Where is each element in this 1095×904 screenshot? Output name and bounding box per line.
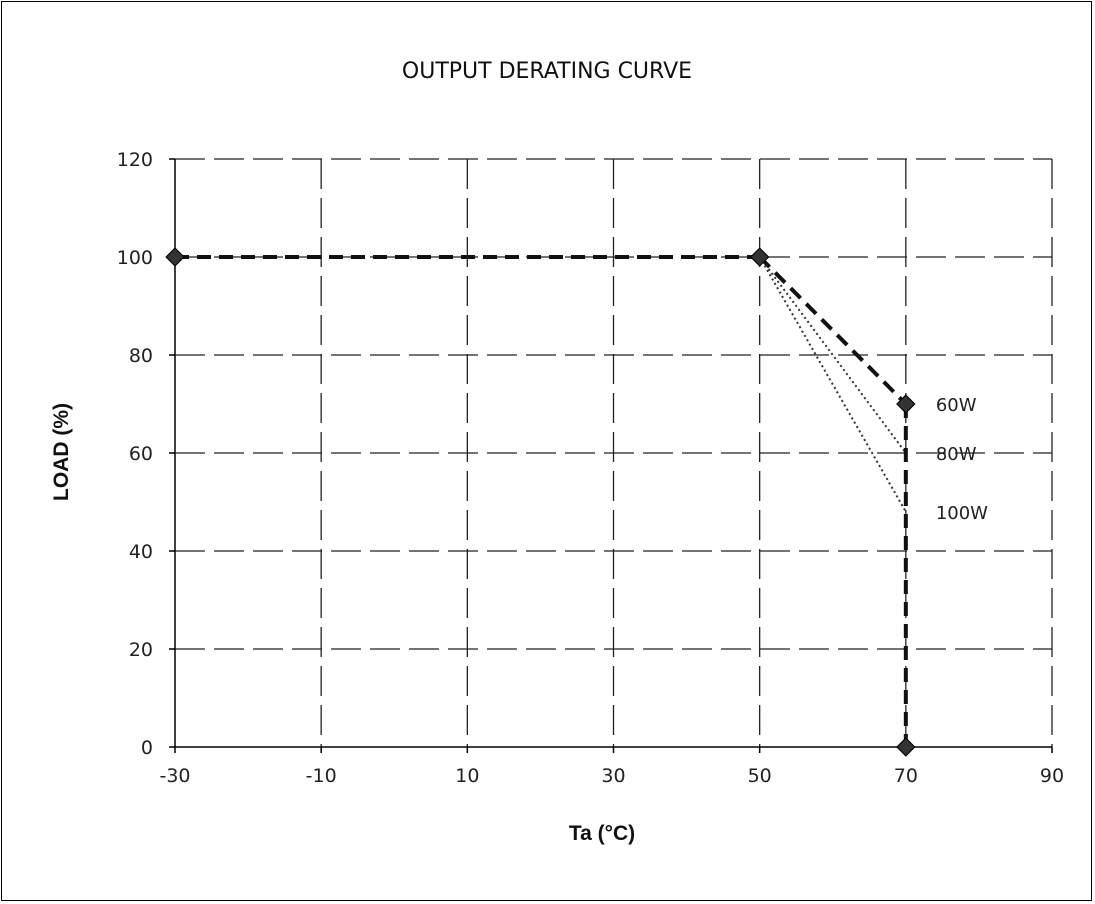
x-tick-label--10: -10 xyxy=(306,765,337,787)
x-tick-label-70: 70 xyxy=(894,765,918,787)
x-axis-title: Ta (°C) xyxy=(569,822,635,845)
marker-0 xyxy=(165,247,185,267)
x-tick-label-10: 10 xyxy=(455,765,479,787)
series-line-60w xyxy=(758,255,908,406)
chart-title: OUTPUT DERATING CURVE xyxy=(402,59,692,84)
y-tick-label-60: 60 xyxy=(129,443,153,465)
marker-1 xyxy=(749,247,770,267)
x-tick-label-90: 90 xyxy=(1040,765,1064,787)
y-tick-label-100: 100 xyxy=(117,247,153,269)
series-label-60w: 60W xyxy=(936,395,977,416)
y-axis-title: LOAD (%) xyxy=(50,403,73,501)
series-label-80w: 80W xyxy=(936,444,977,465)
series-line-100w xyxy=(758,256,907,513)
markers xyxy=(165,247,916,757)
y-tick-labels: 0 20 40 60 80 100 120 xyxy=(117,149,153,759)
y-tick-label-0: 0 xyxy=(141,737,153,759)
marker-2 xyxy=(896,394,916,414)
y-tick-label-80: 80 xyxy=(129,345,153,367)
y-tick-label-120: 120 xyxy=(117,149,153,171)
x-tick-label--30: -30 xyxy=(159,765,190,787)
series-lines xyxy=(175,255,908,747)
series-label-100w: 100W xyxy=(936,503,988,524)
grid xyxy=(175,158,1053,747)
x-tick-label-50: 50 xyxy=(748,765,772,787)
series-line-80w xyxy=(758,256,907,454)
x-tick-label-30: 30 xyxy=(601,765,625,787)
y-tick-label-40: 40 xyxy=(129,541,153,563)
y-tick-label-20: 20 xyxy=(129,639,153,661)
axes xyxy=(169,158,1053,753)
series-labels: 60W 80W 100W xyxy=(936,395,988,524)
x-tick-labels: -30 -10 10 30 50 70 90 xyxy=(159,765,1064,787)
marker-3 xyxy=(896,737,916,757)
